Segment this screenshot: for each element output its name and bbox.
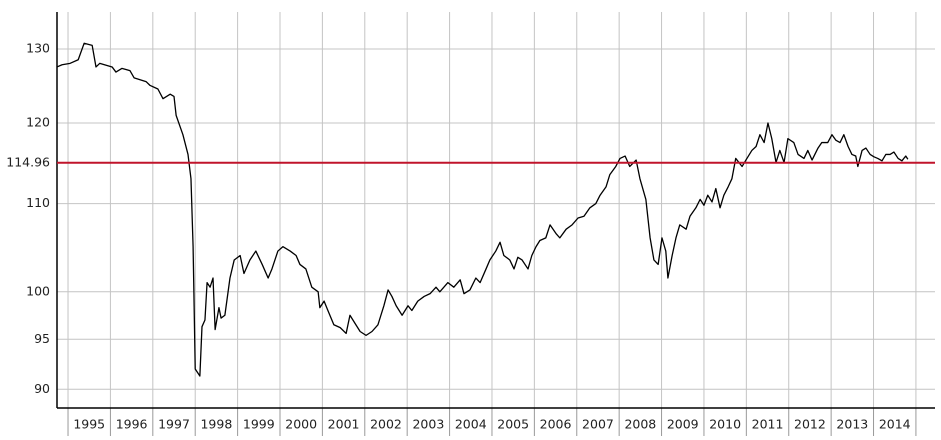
x-tick-label: 2014 bbox=[879, 417, 911, 432]
x-tick-label: 2002 bbox=[370, 417, 402, 432]
x-tick-label: 1999 bbox=[243, 417, 275, 432]
x-tick-label: 2004 bbox=[455, 417, 487, 432]
x-tick-label: 2007 bbox=[582, 417, 614, 432]
x-tick-label: 2013 bbox=[836, 417, 868, 432]
x-tick-label: 2000 bbox=[285, 417, 317, 432]
y-tick-label: 130 bbox=[26, 40, 50, 55]
reference-label: 114.96 bbox=[6, 154, 50, 169]
x-tick-label: 2001 bbox=[328, 417, 360, 432]
y-tick-label: 90 bbox=[34, 381, 50, 396]
y-tick-label: 120 bbox=[26, 115, 50, 130]
x-tick-label: 2010 bbox=[709, 417, 741, 432]
y-tick-label: 110 bbox=[26, 195, 50, 210]
x-tick-label: 2003 bbox=[412, 417, 444, 432]
line-series bbox=[56, 42, 909, 377]
x-tick-label: 1995 bbox=[73, 417, 105, 432]
x-tick-label: 1997 bbox=[158, 417, 190, 432]
y-tick-label: 95 bbox=[34, 331, 50, 346]
y-tick-label: 100 bbox=[26, 283, 50, 298]
x-tick-label: 2008 bbox=[624, 417, 656, 432]
x-tick-label: 1996 bbox=[116, 417, 148, 432]
x-tick-label: 2011 bbox=[752, 417, 784, 432]
x-tick-label: 2012 bbox=[794, 417, 826, 432]
x-tick-label: 1998 bbox=[200, 417, 232, 432]
x-tick-label: 2006 bbox=[540, 417, 572, 432]
x-tick-label: 2005 bbox=[497, 417, 529, 432]
x-tick-label: 2009 bbox=[667, 417, 699, 432]
